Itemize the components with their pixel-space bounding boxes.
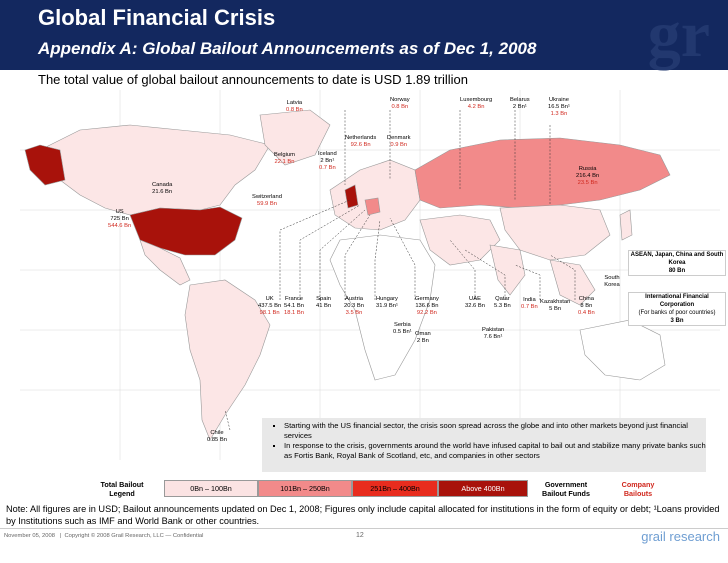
summary-text: The total value of global bailout announ… [38,72,468,87]
label-netherlands: Netherlands 92.6 Bn [345,135,377,148]
legend-company: Company Bailouts [621,480,655,498]
label-south-korea: South Korea [604,275,620,288]
label-qatar: Qatar 5.3 Bn [494,296,511,309]
legend-251-400: 251Bn – 400Bn [352,480,438,497]
bullet-item: Starting with the US financial sector, t… [284,421,706,441]
footnote: Note: All figures are in USD; Bailout an… [6,504,720,526]
map-uk [344,184,359,209]
title-banner: gr Global Financial Crisis Appendix A: G… [0,0,728,70]
ifc-box: International Financial Corporation (For… [628,292,726,326]
map-europe [329,159,421,231]
label-chile: Chile 0.85 Bn [207,430,227,443]
map-china [499,204,611,261]
label-uk: UK 437.5 Bn 98.1 Bn [258,296,282,316]
brand-logo: grail research [641,529,720,544]
world-map [20,90,720,460]
legend-101-250: 101Bn – 250Bn [258,480,352,497]
map-africa [329,234,436,381]
label-china: China 8 Bn 0.4 Bn [578,296,595,316]
legend-title: Total Bailout Legend [100,480,144,498]
page-subtitle: Appendix A: Global Bailout Announcements… [38,39,537,58]
label-denmark: Denmark 0.9 Bn [387,135,411,148]
bullet-item: In response to the crisis, governments a… [284,441,706,461]
footer-divider [0,528,728,529]
label-kazakhstan: Kazakhstan 5 Bn [540,299,571,312]
legend-0-100: 0Bn – 100Bn [164,480,258,497]
label-switzerland: Switzerland 59.9 Bn [252,194,282,207]
footer-text: November 05, 2008 | Copyright © 2008 Gra… [4,533,204,539]
map-canada [39,124,271,216]
label-france: France 54.1 Bn 18.1 Bn [284,296,304,316]
label-us: US 725 Bn 544.6 Bn [108,209,132,229]
key-points: Starting with the US financial sector, t… [262,418,706,472]
page-number: 12 [356,532,364,539]
label-belarus: Belarus 2 Bn¹ [510,97,530,110]
legend-above-400: Above 400Bn [438,480,528,497]
label-uae: UAE 32.6 Bn [465,296,485,309]
asean-box: ASEAN, Japan, China and South Korea 80 B… [628,250,726,276]
map-alaska [24,144,66,186]
logo-watermark: gr [647,0,710,71]
label-luxembourg: Luxembourg 4.2 Bn [460,97,493,110]
map-south-america [184,279,271,441]
label-hungary: Hungary 31.9 Bn¹ [376,296,398,309]
label-germany: Germany 136.6 Bn 92.2 Bn [415,296,439,316]
label-austria: Austria 20.3 Bn 3.5 Bn [344,296,364,316]
map-russia [414,137,671,209]
label-latvia: Latvia 0.8 Bn [286,100,303,113]
label-canada: Canada 21.6 Bn [152,182,173,195]
label-spain: Spain 41 Bn [316,296,332,309]
label-iceland: Iceland 2 Bn¹ 0.7 Bn [318,151,337,171]
page-title: Global Financial Crisis [38,5,276,30]
label-norway: Norway 0.8 Bn [390,97,410,110]
label-serbia: Serbia 0.5 Bn¹ [393,322,412,335]
label-belgium: Belgium 22.1 Bn [274,152,295,165]
map-greenland [259,109,331,166]
label-india: India 0.7 Bn [521,297,538,310]
label-ukraine: Ukraine 16.5 Bn¹ 1.3 Bn [548,97,570,117]
legend-government: Government Bailout Funds [542,480,590,498]
label-russia: Russia 216.4 Bn 23.5 Bn [576,166,600,186]
label-oman: Oman 2 Bn [415,331,431,344]
label-pakistan: Pakistan 7.6 Bn¹ [482,327,505,340]
map-germany [364,197,381,216]
